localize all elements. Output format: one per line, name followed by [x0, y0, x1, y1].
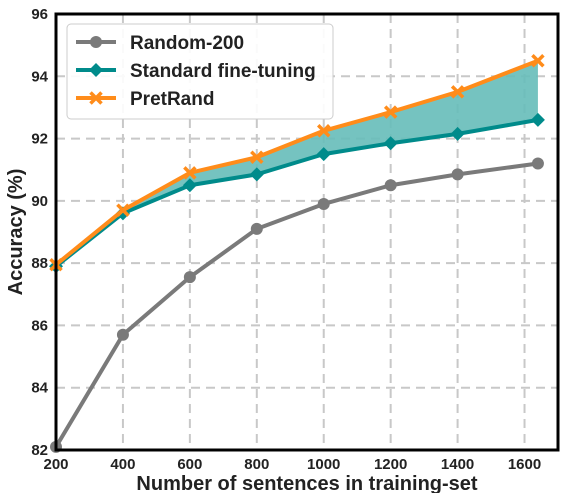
legend-entry: Standard fine-tuning [76, 61, 316, 82]
y-tick-label: 92 [31, 131, 48, 148]
x-tick-label: 400 [110, 456, 135, 473]
shaded-gain-region [56, 60, 538, 267]
legend-entry: PretRand [76, 89, 214, 110]
legend-marker [89, 91, 103, 105]
data-point [316, 124, 331, 138]
data-point [450, 85, 465, 99]
series-line [54, 117, 539, 268]
x-tick-label: 1400 [441, 456, 474, 473]
y-tick-label: 84 [31, 380, 48, 397]
legend-label: Random-200 [130, 33, 244, 54]
y-tick-label: 88 [31, 255, 48, 272]
legend-label: Standard fine-tuning [130, 61, 316, 82]
legend-box [66, 23, 334, 120]
legend: Random-200 Standard fine-tuning PretRand [66, 23, 334, 120]
tick-labels: 200 400 600 800 1000 1200 1400 1600 82 84 86 88 90 92… [31, 6, 541, 473]
data-point [383, 105, 398, 119]
series-random-200 [50, 157, 544, 453]
x-tick-label: 600 [177, 456, 202, 473]
x-tick-label: 1600 [508, 456, 541, 473]
data-point [183, 166, 197, 180]
x-tick-label: 1000 [307, 456, 340, 473]
legend-entry: Random-200 [76, 33, 244, 54]
data-point [317, 197, 330, 210]
series-line [54, 58, 539, 267]
y-axis-title: Accuracy (%) [5, 169, 27, 296]
data-point [250, 222, 263, 235]
y-tick-label: 82 [31, 442, 48, 459]
legend-marker [90, 36, 102, 48]
x-tick-label: 200 [43, 456, 68, 473]
y-tick-label: 90 [31, 193, 48, 210]
data-point [450, 126, 465, 141]
data-point [182, 178, 197, 193]
legend-marker [89, 63, 103, 77]
shaded-area [56, 60, 538, 267]
x-tick-label: 1200 [374, 456, 407, 473]
plot-frame [54, 12, 560, 452]
data-point [384, 179, 397, 192]
y-tick-label: 96 [31, 6, 48, 23]
data-point [183, 271, 196, 284]
x-tick-label: 800 [244, 456, 269, 473]
data-point [531, 53, 545, 68]
data-point [116, 328, 129, 341]
data-point [116, 203, 130, 217]
data-point [531, 157, 544, 170]
y-tick-label: 94 [31, 68, 48, 85]
data-point [249, 167, 264, 182]
legend-label: PretRand [130, 89, 214, 110]
data-point [451, 168, 464, 181]
data-point [250, 150, 264, 164]
data-point [530, 112, 545, 127]
x-axis-title: Number of sentences in training-set [136, 473, 478, 493]
data-point [316, 147, 331, 162]
series-line [54, 161, 539, 448]
data-point [383, 136, 398, 151]
y-tick-label: 86 [31, 317, 48, 334]
